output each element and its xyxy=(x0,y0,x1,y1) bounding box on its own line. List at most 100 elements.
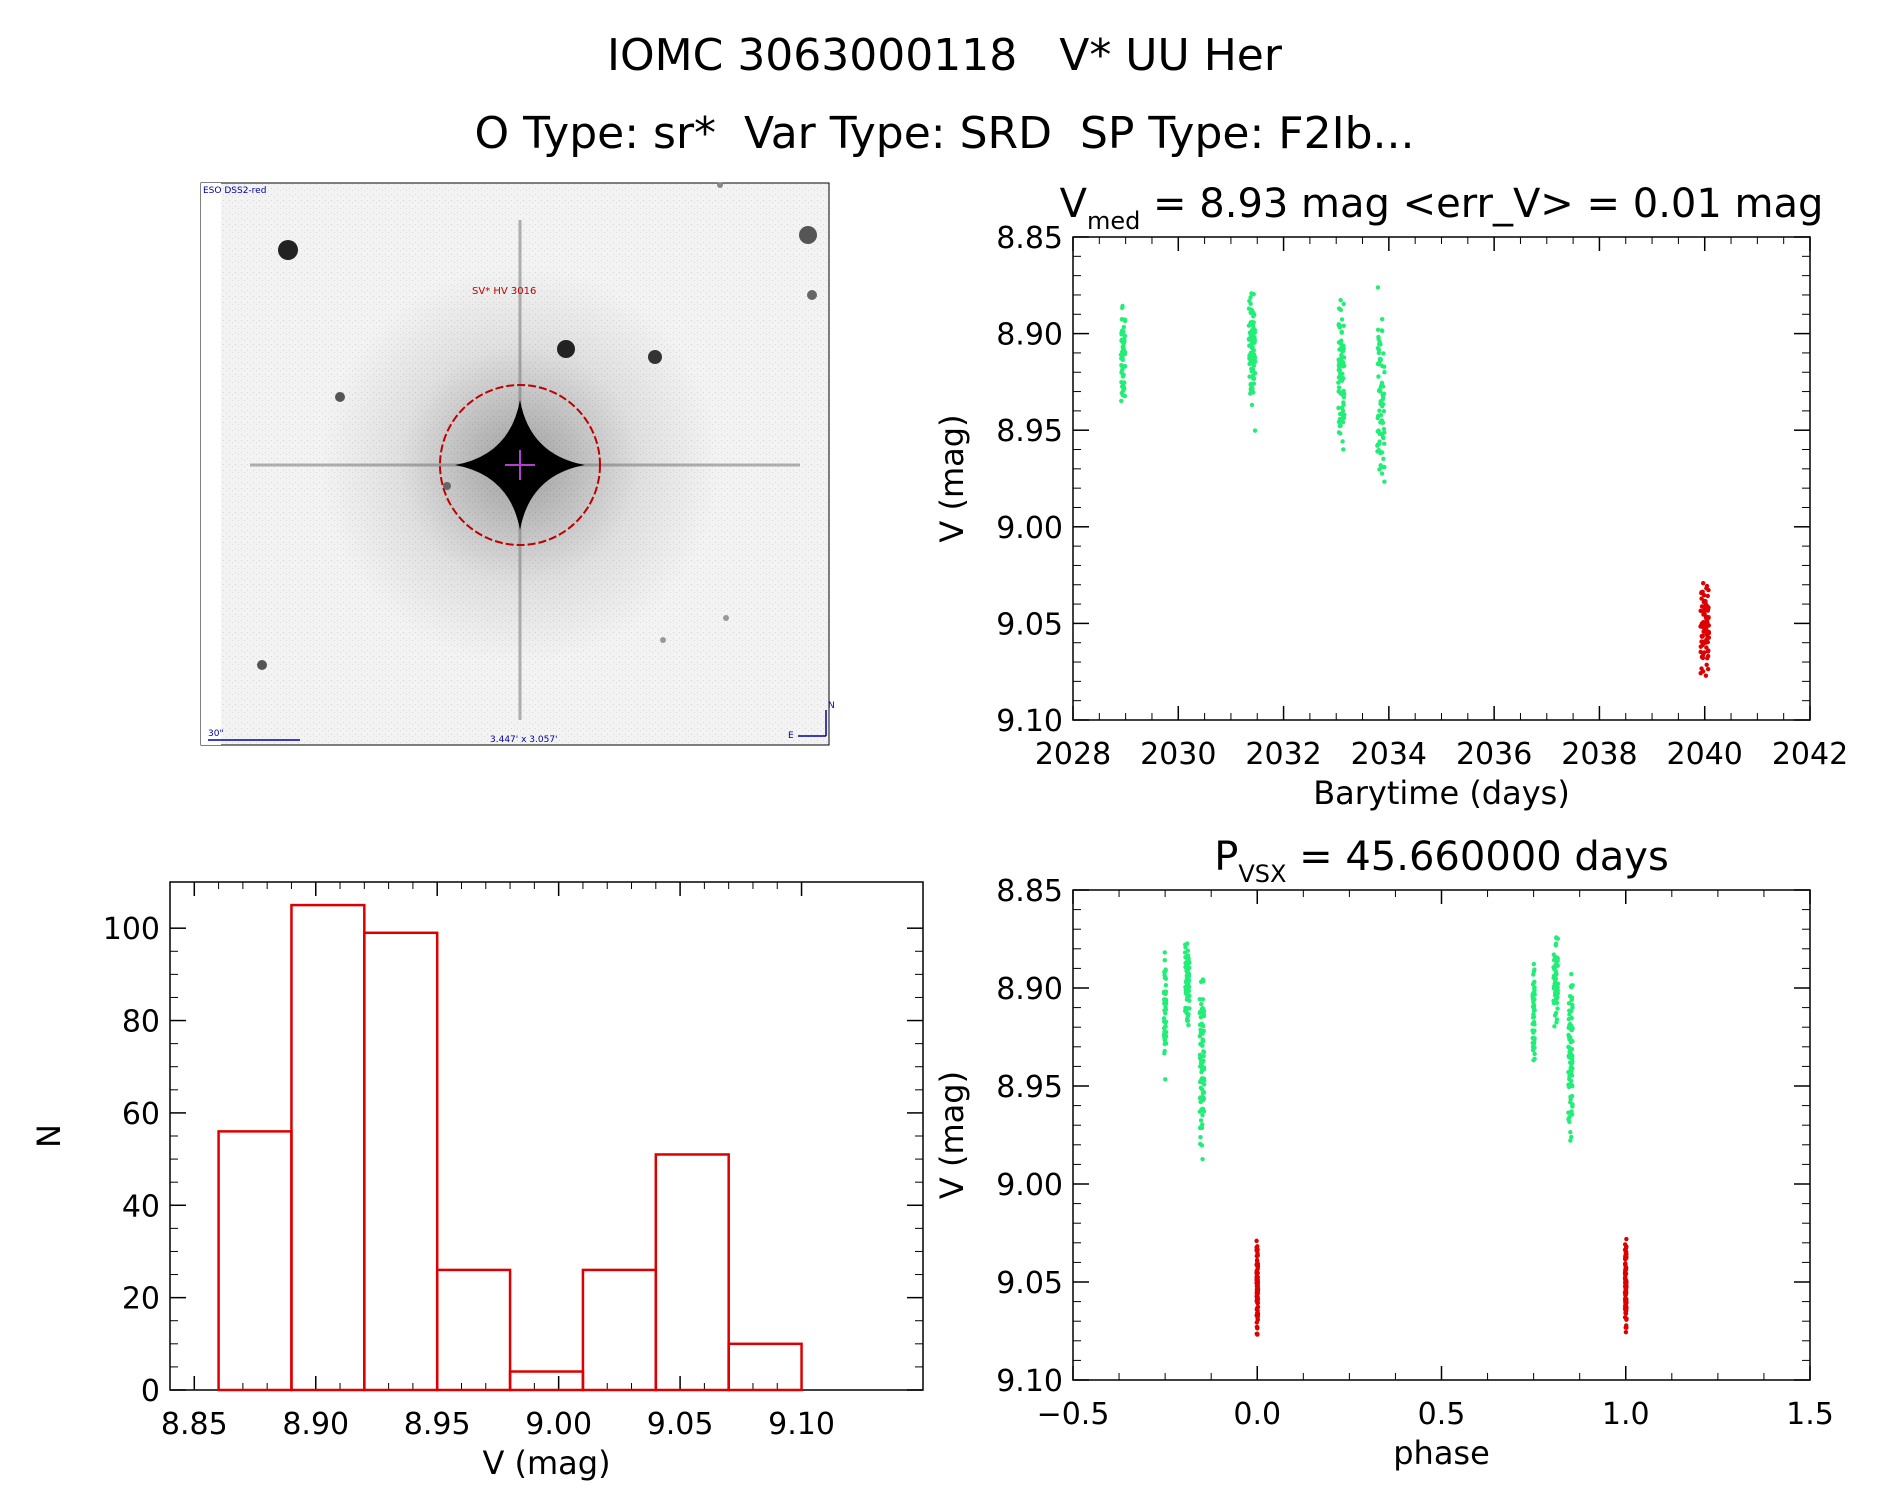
phased-point xyxy=(1531,1041,1537,1046)
histogram-xtick-label: 8.95 xyxy=(404,1407,471,1442)
lightcurve-point xyxy=(1119,370,1124,375)
phased-point xyxy=(1622,1256,1628,1261)
lightcurve-point xyxy=(1341,447,1346,452)
lightcurve-point xyxy=(1375,285,1381,290)
lightcurve-point xyxy=(1382,464,1387,470)
lightcurve-point xyxy=(1340,439,1345,444)
lightcurve-point xyxy=(1704,662,1709,667)
phased-point xyxy=(1254,1307,1259,1312)
lightcurve-ytick-label: 8.95 xyxy=(996,414,1063,449)
lightcurve-point xyxy=(1376,347,1382,353)
lightcurve-point xyxy=(1380,434,1386,440)
figure-title: IOMC 3063000118 V* UU Her xyxy=(607,30,1282,81)
lightcurve-point xyxy=(1698,670,1703,676)
lightcurve-point xyxy=(1120,303,1125,309)
phased-ytick-label: 9.05 xyxy=(996,1266,1063,1301)
lightcurve-point xyxy=(1250,336,1255,342)
phased-point xyxy=(1161,1016,1167,1021)
phased-chart: −0.5 0.0 0.5 1.0 1.5 8.85 8.90 8.95 9.00 9.05 9.10… xyxy=(933,874,1834,1472)
phased-point xyxy=(1623,1302,1628,1308)
phased-point xyxy=(1255,1266,1260,1272)
phased-point xyxy=(1255,1310,1260,1316)
lightcurve-point xyxy=(1380,420,1386,425)
phased-point xyxy=(1187,960,1192,965)
phased-ylabel: V (mag) xyxy=(933,1071,971,1199)
lightcurve-xtick-label: 2034 xyxy=(1351,737,1427,772)
histogram-ytick-label: 60 xyxy=(122,1097,160,1132)
phased-point xyxy=(1199,1125,1205,1131)
phased-point xyxy=(1255,1326,1260,1331)
lightcurve-point xyxy=(1338,390,1343,396)
phased-point xyxy=(1530,1035,1535,1041)
compass-icon: N E xyxy=(788,701,835,741)
lightcurve-point xyxy=(1342,391,1347,397)
lightcurve-point xyxy=(1705,666,1711,672)
lightcurve-point xyxy=(1382,479,1387,484)
lightcurve-ytick-label: 9.10 xyxy=(996,704,1063,739)
lightcurve-point xyxy=(1251,340,1256,345)
lightcurve-point xyxy=(1250,373,1256,379)
east-label: E xyxy=(788,731,794,741)
histogram-bar xyxy=(435,1268,512,1392)
phased-point xyxy=(1623,1262,1628,1267)
phased-point xyxy=(1624,1323,1629,1328)
phased-point xyxy=(1255,1287,1260,1293)
lightcurve-point xyxy=(1249,402,1255,408)
phased-point xyxy=(1553,943,1559,948)
lightcurve-xtick-label: 2040 xyxy=(1667,737,1743,772)
histogram-ytick-label: 20 xyxy=(122,1282,160,1317)
phased-point xyxy=(1569,1134,1574,1140)
phased-point xyxy=(1200,997,1206,1002)
phased-point xyxy=(1552,998,1558,1003)
phased-point xyxy=(1623,1245,1629,1251)
lightcurve-point xyxy=(1377,359,1382,365)
phased-xtick-label: 0.5 xyxy=(1418,1397,1466,1432)
phased-point xyxy=(1185,941,1190,946)
phased-point xyxy=(1200,1006,1206,1011)
lightcurve-point xyxy=(1375,415,1380,421)
phased-point xyxy=(1570,1060,1575,1066)
phased-point xyxy=(1163,982,1169,988)
phased-point xyxy=(1199,1058,1204,1063)
lightcurve-point xyxy=(1251,325,1256,331)
lightcurve-point xyxy=(1338,377,1343,382)
phased-point xyxy=(1201,1097,1206,1102)
phased-point xyxy=(1198,1042,1204,1047)
phased-point xyxy=(1254,1247,1259,1253)
phased-point xyxy=(1162,958,1167,963)
phased-point xyxy=(1162,950,1167,955)
phased-point xyxy=(1197,1052,1203,1057)
lightcurve-point xyxy=(1120,354,1125,360)
lightcurve-point xyxy=(1376,388,1382,394)
lightcurve-point xyxy=(1252,428,1258,433)
lightcurve-point xyxy=(1377,439,1382,444)
lightcurve-point xyxy=(1705,649,1711,654)
lightcurve-point xyxy=(1336,340,1342,345)
lightcurve-point xyxy=(1338,323,1343,329)
lightcurve-point xyxy=(1378,401,1383,406)
lightcurve-point xyxy=(1699,654,1705,660)
lightcurve-point xyxy=(1338,431,1343,436)
lightcurve-xlabel: Barytime (days) xyxy=(1313,774,1570,812)
phased-point xyxy=(1531,961,1536,967)
lightcurve-point xyxy=(1704,586,1709,591)
lightcurve-point xyxy=(1248,295,1253,300)
lightcurve-point xyxy=(1122,393,1128,399)
phased-point xyxy=(1200,1122,1205,1127)
phased-point xyxy=(1532,1051,1537,1057)
lightcurve-point xyxy=(1705,606,1711,612)
lightcurve-point xyxy=(1246,306,1252,311)
phased-point xyxy=(1568,1129,1573,1135)
phased-point xyxy=(1532,988,1537,993)
lightcurve-point xyxy=(1248,387,1254,393)
image-size-label: 3.447' x 3.057' xyxy=(490,735,558,745)
phased-point xyxy=(1623,1311,1629,1316)
phased-point xyxy=(1183,990,1189,996)
lightcurve-point xyxy=(1377,408,1382,413)
lightcurve-point xyxy=(1703,599,1708,604)
lightcurve-point xyxy=(1341,402,1346,407)
lightcurve-point xyxy=(1119,384,1125,389)
phased-point xyxy=(1163,1011,1168,1016)
lightcurve-point xyxy=(1381,456,1386,462)
